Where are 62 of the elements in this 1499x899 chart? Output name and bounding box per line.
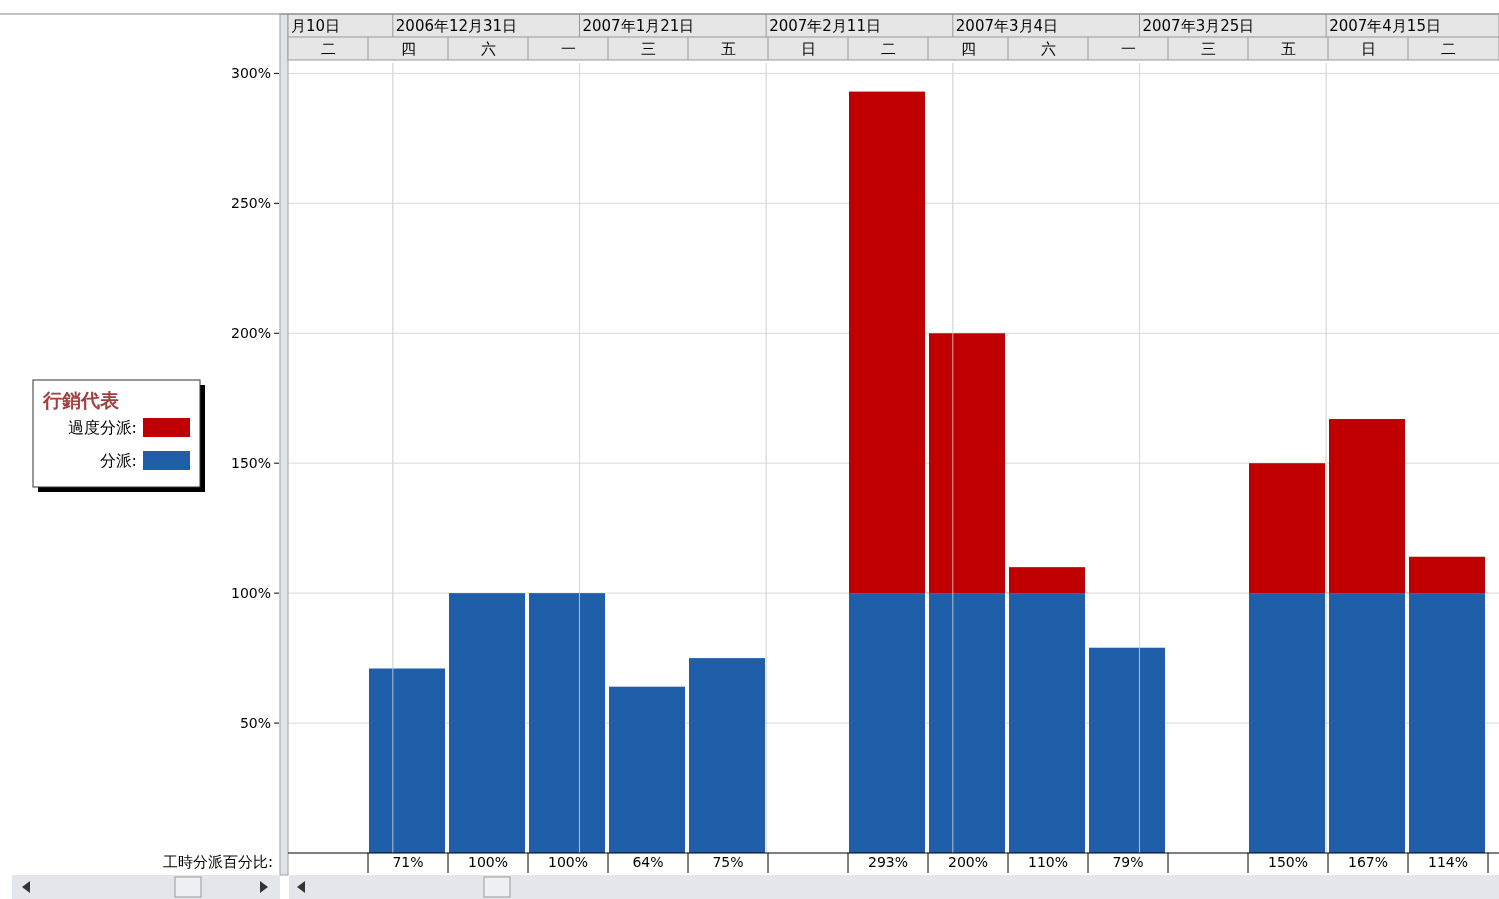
text: 2006年12月31日 [395,17,518,35]
total-label: 114% [1427,854,1469,870]
y-tick-label: 150% [230,455,271,472]
x-tick-label: 三 [640,40,656,58]
total-label: 71% [392,854,424,870]
x-tick-label: 三 [1200,40,1216,58]
total-label: 150% [1267,854,1309,870]
total-label: 75% [712,854,744,870]
total-label: 293% [867,854,909,870]
total-label: 167% [1347,854,1389,870]
bar [1009,593,1085,853]
total-label: 100% [467,854,509,870]
text: 月10日 [291,17,341,35]
bar [929,593,1005,853]
x-tick-label: 六 [1040,40,1056,58]
total-label: 100% [547,854,589,870]
bar [1409,593,1485,853]
bar [449,593,525,853]
x-tick-label: 日 [800,40,816,58]
text: 2007年1月21日 [582,17,695,35]
bar [1249,593,1325,853]
x-tick-label: 二 [1440,40,1456,58]
legend-title: 行銷代表 [42,389,120,411]
bar [1329,419,1405,594]
x-tick-label: 一 [1120,40,1136,58]
text: 工時分派百分比: [162,853,273,871]
x-tick-label: 日 [1360,40,1376,58]
legend-label: 過度分派: [67,418,137,437]
y-tick-label: 200% [230,325,271,342]
text: 2007年3月4日 [955,17,1059,35]
bar [689,658,765,853]
x-tick-label: 五 [720,40,736,58]
total-label: 79% [1112,854,1144,870]
y-tick-label: 250% [230,195,271,212]
total-label: 64% [632,854,664,870]
bar [1329,593,1405,853]
bar [1089,647,1165,853]
bar [529,593,605,853]
x-tick-label: 四 [400,40,416,58]
bar [929,333,1005,594]
y-tick-label: 300% [230,65,271,82]
text: 2007年2月11日 [769,17,881,35]
x-tick-label: 二 [320,40,336,58]
y-tick-label: 50% [239,714,271,731]
bar [1409,556,1485,594]
text: 2007年3月25日 [1142,17,1255,35]
text: 2007年4月15日 [1329,17,1441,35]
bar [1249,463,1325,594]
bar [609,686,685,853]
bar [849,593,925,853]
total-label: 110% [1027,854,1069,870]
x-tick-label: 四 [960,40,976,58]
y-tick-label: 100% [230,585,271,602]
bar [1009,567,1085,594]
total-label: 200% [947,854,989,870]
legend-label: 分派: [99,451,137,470]
x-tick-label: 一 [560,40,576,58]
bar [369,668,445,853]
bar [849,91,925,594]
x-tick-label: 二 [880,40,896,58]
x-tick-label: 六 [480,40,496,58]
x-tick-label: 五 [1280,40,1296,58]
